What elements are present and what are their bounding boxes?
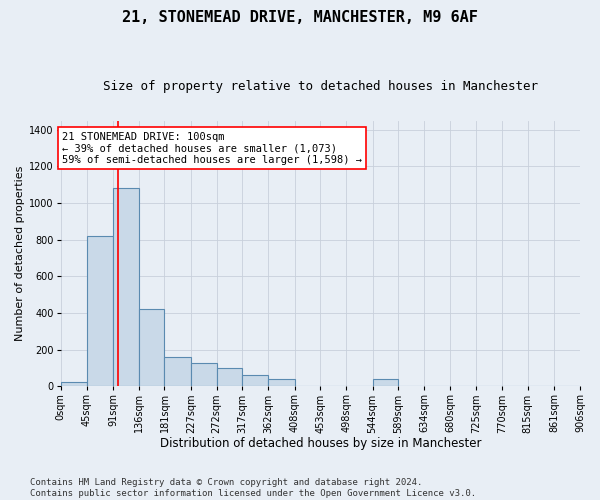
Bar bbox=[139, 310, 164, 386]
Bar bbox=[61, 382, 86, 386]
Bar bbox=[373, 379, 398, 386]
Y-axis label: Number of detached properties: Number of detached properties bbox=[15, 166, 25, 341]
Text: 21, STONEMEAD DRIVE, MANCHESTER, M9 6AF: 21, STONEMEAD DRIVE, MANCHESTER, M9 6AF bbox=[122, 10, 478, 25]
Bar bbox=[113, 188, 139, 386]
Bar bbox=[191, 362, 217, 386]
Bar bbox=[164, 357, 191, 386]
Bar bbox=[242, 376, 268, 386]
Bar bbox=[268, 379, 295, 386]
Text: Contains HM Land Registry data © Crown copyright and database right 2024.
Contai: Contains HM Land Registry data © Crown c… bbox=[30, 478, 476, 498]
Bar bbox=[86, 236, 113, 386]
Bar bbox=[217, 368, 242, 386]
X-axis label: Distribution of detached houses by size in Manchester: Distribution of detached houses by size … bbox=[160, 437, 481, 450]
Title: Size of property relative to detached houses in Manchester: Size of property relative to detached ho… bbox=[103, 80, 538, 93]
Text: 21 STONEMEAD DRIVE: 100sqm
← 39% of detached houses are smaller (1,073)
59% of s: 21 STONEMEAD DRIVE: 100sqm ← 39% of deta… bbox=[62, 132, 362, 165]
